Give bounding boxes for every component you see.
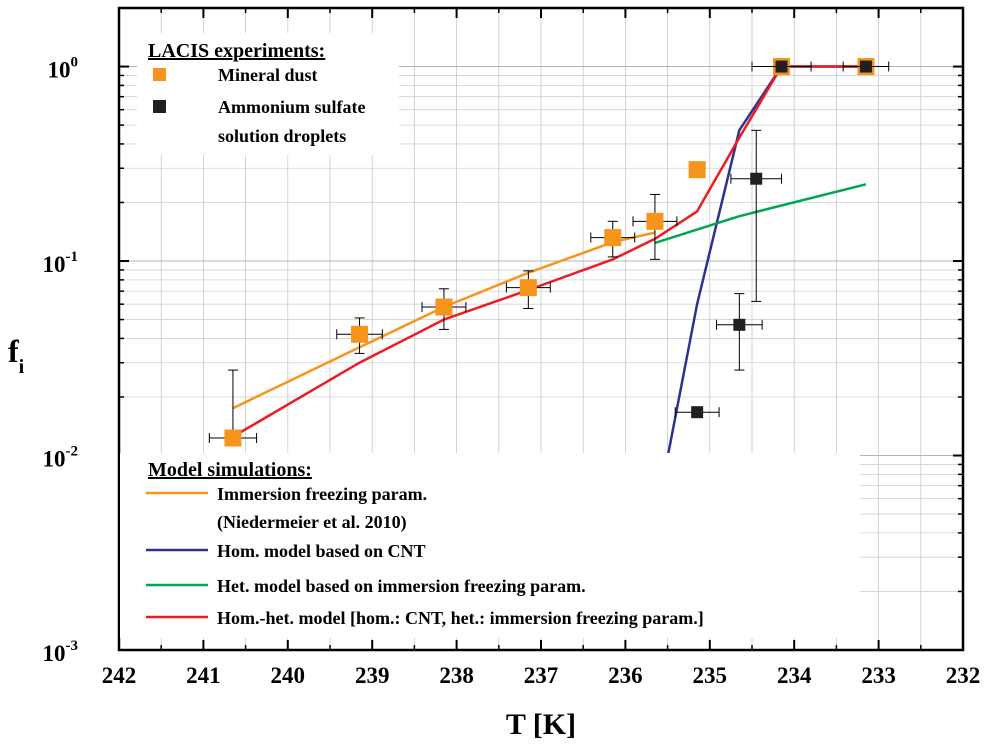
point-marker	[859, 60, 872, 73]
legend-label-immersion: Immersion freezing param.	[217, 484, 427, 504]
y-axis-label-sub: i	[19, 356, 25, 378]
legend-label-het-model: Het. model based on immersion freezing p…	[217, 576, 586, 596]
point-marker	[646, 212, 664, 230]
x-axis-label: T [K]	[506, 708, 576, 741]
data-point	[730, 129, 783, 302]
legend-label-mineral-dust: Mineral dust	[218, 65, 318, 85]
point-marker	[691, 406, 704, 419]
data-point	[208, 369, 258, 447]
x-tick-label: 238	[439, 663, 474, 688]
data-point	[421, 288, 467, 330]
legend-label-solution-droplets: solution droplets	[218, 126, 346, 146]
legend-model-simulations: Model simulations: Immersion freezing pa…	[120, 453, 860, 638]
data-point	[674, 406, 720, 419]
legend-label-ammonium-sulfate: Ammonium sulfate	[218, 97, 366, 117]
x-tick-label: 240	[271, 663, 306, 688]
legend-bottom-heading: Model simulations:	[148, 459, 312, 481]
data-point	[751, 60, 812, 73]
legend-top-heading: LACIS experiments:	[148, 40, 325, 62]
series-line	[654, 183, 867, 245]
x-tick-label: 237	[524, 663, 559, 688]
y-tick-label: 10-3	[43, 638, 79, 666]
point-marker	[750, 172, 763, 185]
point-marker	[688, 161, 706, 179]
point-marker	[435, 298, 453, 316]
y-axis-label: fi	[8, 333, 25, 378]
series-line	[232, 65, 866, 438]
point-marker	[604, 229, 622, 247]
y-tick-label: 100	[48, 55, 79, 83]
x-tick-label: 234	[777, 663, 812, 688]
x-tick-label: 236	[608, 663, 643, 688]
legend-label-niedermeier: (Niedermeier et al. 2010)	[217, 512, 407, 533]
data-point	[688, 161, 706, 179]
x-tick-label: 241	[186, 663, 221, 688]
legend-marker-mineral-dust	[153, 68, 166, 81]
legend-label-hom-cnt: Hom. model based on CNT	[217, 541, 426, 561]
data-point	[505, 270, 551, 310]
legend-lacis-experiments: LACIS experiments: Mineral dust Ammonium…	[137, 33, 399, 155]
legend-top-background	[137, 33, 399, 155]
y-tick-label: 10-1	[43, 249, 79, 277]
x-tick-label: 233	[861, 663, 896, 688]
data-point	[842, 60, 890, 73]
x-tick-label: 232	[946, 663, 981, 688]
legend-marker-ammonium-sulfate	[153, 100, 166, 113]
x-tick-label: 239	[355, 663, 390, 688]
data-point	[336, 317, 383, 354]
point-marker	[519, 279, 537, 297]
x-tick-label: 242	[102, 663, 137, 688]
data-point	[590, 220, 636, 258]
x-tick-label: 235	[693, 663, 728, 688]
point-marker	[224, 429, 242, 447]
point-marker	[733, 318, 746, 331]
y-axis-label-main: f	[8, 333, 19, 369]
data-point	[716, 293, 763, 371]
legend-bottom-background	[120, 453, 860, 638]
point-marker	[775, 60, 788, 73]
legend-label-hom-het: Hom.-het. model [hom.: CNT, het.: immers…	[217, 608, 704, 628]
y-tick-label: 10-2	[43, 444, 79, 472]
data-point	[632, 193, 678, 260]
data-points	[208, 58, 890, 447]
point-marker	[351, 325, 369, 343]
